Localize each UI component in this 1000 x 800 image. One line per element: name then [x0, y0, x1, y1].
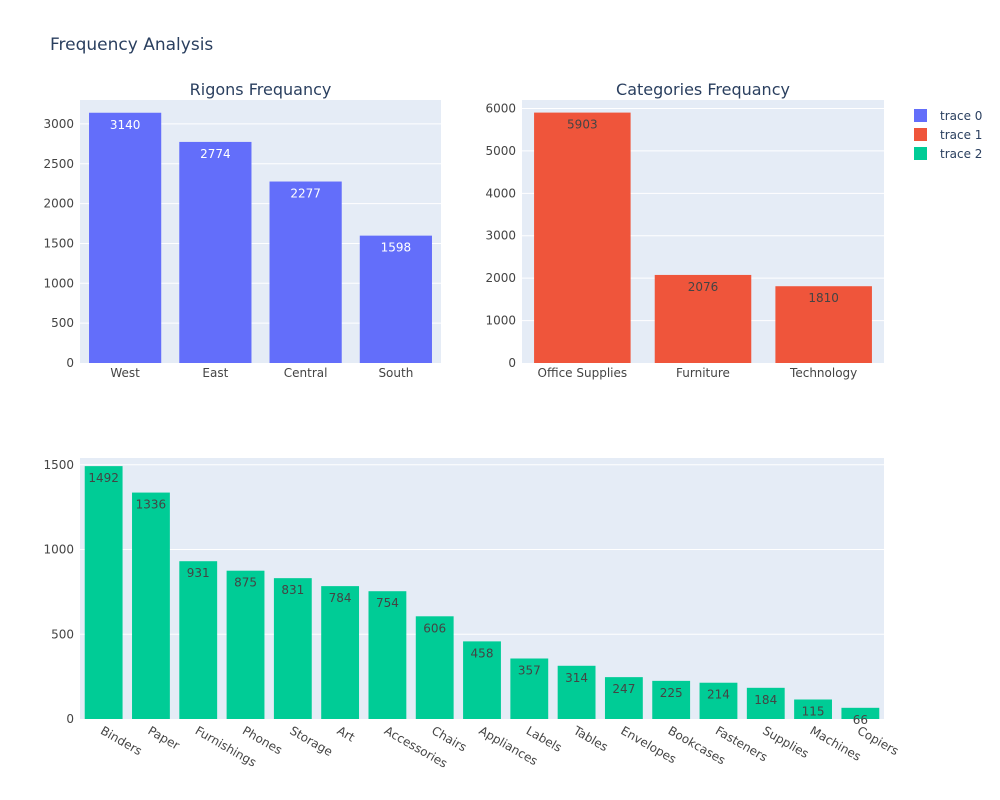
data-label: 458: [471, 646, 494, 660]
figure-title: Frequency Analysis: [50, 35, 213, 55]
bar-binders[interactable]: [84, 466, 123, 719]
y-tick-label: 1000: [43, 276, 74, 290]
x-tick-label: Technology: [789, 366, 857, 380]
x-tick-label: Paper: [145, 723, 181, 752]
x-tick-label: Tables: [570, 723, 610, 754]
data-label: 214: [707, 688, 730, 702]
bar-labels[interactable]: [510, 658, 549, 719]
data-label: 247: [612, 682, 635, 696]
legend-item-trace-1[interactable]: trace 1: [914, 128, 982, 142]
data-label: 1810: [808, 291, 839, 305]
bar-phones[interactable]: [226, 570, 265, 719]
x-tick-label: East: [202, 366, 228, 380]
data-label: 831: [281, 583, 304, 597]
data-label: 3140: [110, 118, 141, 132]
y-tick-label: 2500: [43, 157, 74, 171]
bar-central[interactable]: [269, 181, 342, 363]
bar-copiers[interactable]: [841, 707, 880, 719]
x-tick-label: Office Supplies: [538, 366, 628, 380]
y-tick-label: 1500: [43, 458, 74, 472]
legend-item-trace-0[interactable]: trace 0: [914, 109, 982, 123]
data-label: 184: [754, 693, 777, 707]
subplot-title: Rigons Frequancy: [190, 80, 332, 99]
data-label: 225: [660, 686, 683, 700]
legend[interactable]: trace 0 trace 1 trace 2: [914, 109, 982, 161]
x-tick-label: Central: [284, 366, 328, 380]
x-tick-label: Machines: [808, 723, 864, 763]
bar-bookcases[interactable]: [652, 680, 691, 719]
y-tick-label: 1500: [43, 236, 74, 250]
x-tick-label: West: [110, 366, 140, 380]
data-label: 2076: [688, 280, 719, 294]
legend-swatch: [914, 109, 927, 122]
data-label: 314: [565, 671, 588, 685]
data-label: 2774: [200, 147, 231, 161]
y-tick-label: 2000: [43, 197, 74, 211]
data-label: 875: [234, 576, 257, 590]
data-label: 66: [853, 713, 868, 727]
bar-technology[interactable]: [775, 286, 872, 363]
legend-item-trace-2[interactable]: trace 2: [914, 147, 982, 161]
data-label: 2277: [290, 187, 321, 201]
data-label: 931: [187, 566, 210, 580]
y-tick-label: 500: [51, 627, 74, 641]
legend-label: trace 0: [940, 109, 982, 123]
y-tick-label: 4000: [485, 186, 516, 200]
y-tick-label: 0: [66, 712, 74, 726]
bar-furnishings[interactable]: [179, 561, 218, 719]
bar-supplies[interactable]: [746, 687, 785, 719]
y-tick-label: 1000: [485, 314, 516, 328]
x-tick-label: Furniture: [676, 366, 730, 380]
y-tick-label: 3000: [43, 117, 74, 131]
regions-chart: 0 500 1000 1500 2000 2500 3000 3140 West 2774 East…: [43, 80, 441, 380]
bar-office-supplies[interactable]: [534, 112, 631, 364]
bar-art[interactable]: [321, 586, 360, 719]
legend-label: trace 1: [940, 128, 982, 142]
data-label: 606: [423, 621, 446, 635]
data-label: 1598: [381, 241, 412, 255]
subplot-title: Categories Frequancy: [616, 80, 790, 99]
legend-label: trace 2: [940, 147, 982, 161]
y-tick-label: 2000: [485, 271, 516, 285]
y-tick-label: 0: [66, 356, 74, 370]
legend-swatch: [914, 147, 927, 160]
bar-furniture[interactable]: [654, 274, 752, 363]
data-label: 1492: [88, 471, 119, 485]
bar-tables[interactable]: [557, 665, 596, 719]
categories-chart: 0 1000 2000 3000 4000 5000 6000 5903 Office Supp…: [485, 80, 884, 380]
data-label: 357: [518, 663, 541, 677]
y-tick-label: 5000: [485, 144, 516, 158]
data-label: 784: [329, 591, 352, 605]
bar-fasteners[interactable]: [699, 682, 738, 719]
data-label: 754: [376, 596, 399, 610]
x-tick-label: Binders: [98, 723, 144, 758]
bar-accessories[interactable]: [368, 591, 407, 719]
bar-envelopes[interactable]: [604, 677, 643, 719]
bar-machines[interactable]: [794, 699, 832, 719]
y-tick-label: 1000: [43, 543, 74, 557]
y-tick-label: 3000: [485, 229, 516, 243]
x-tick-label: South: [378, 366, 413, 380]
x-tick-label: Storage: [287, 723, 335, 759]
bar-south[interactable]: [359, 235, 432, 363]
y-tick-label: 0: [508, 356, 516, 370]
bar-storage[interactable]: [273, 578, 312, 719]
subcategories-chart: 0500100015001492Binders1336Paper931Furni…: [43, 458, 901, 771]
bar-west[interactable]: [89, 112, 162, 363]
legend-swatch: [914, 128, 927, 141]
y-tick-label: 500: [51, 316, 74, 330]
bar-chairs[interactable]: [415, 616, 454, 719]
data-label: 5903: [567, 118, 598, 132]
bar-east[interactable]: [179, 141, 252, 363]
y-tick-label: 6000: [485, 101, 516, 115]
bar-appliances[interactable]: [463, 641, 501, 719]
bar-paper[interactable]: [132, 492, 170, 719]
x-tick-label: Art: [335, 723, 358, 744]
data-label: 115: [802, 705, 825, 719]
data-label: 1336: [136, 498, 167, 512]
